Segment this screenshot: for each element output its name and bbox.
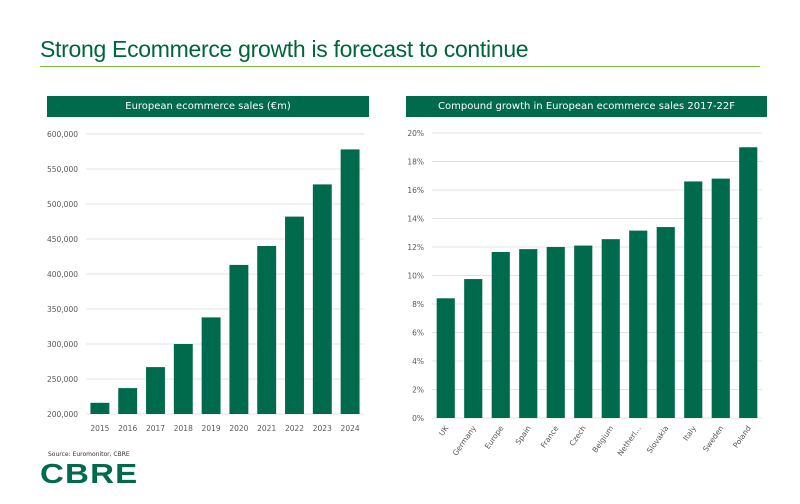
- x-tick-label: Europe: [483, 424, 506, 451]
- y-tick-label: 250,000: [47, 375, 78, 384]
- y-tick-label: 12%: [407, 243, 424, 252]
- bar-slovakia: [656, 227, 675, 418]
- y-tick-label: 18%: [407, 158, 424, 167]
- bar-belgium: [601, 239, 620, 418]
- bar-sweden: [711, 178, 730, 418]
- right-chart-title: Compound growth in European ecommerce sa…: [406, 96, 767, 117]
- y-tick-label: 16%: [407, 186, 424, 195]
- y-tick-label: 4%: [412, 357, 424, 366]
- x-tick-label: Italy: [681, 424, 698, 443]
- x-tick-label: 2022: [285, 424, 304, 433]
- page-title: Strong Ecommerce growth is forecast to c…: [40, 36, 529, 62]
- bar-europe: [491, 251, 510, 418]
- y-tick-label: 500,000: [47, 200, 78, 209]
- y-tick-label: 350,000: [47, 305, 78, 314]
- bar-2023: [312, 184, 332, 414]
- bar-2024: [340, 149, 360, 414]
- bar-2020: [229, 264, 249, 414]
- x-tick-label: Slovakia: [645, 424, 670, 455]
- y-tick-label: 10%: [407, 272, 424, 281]
- x-tick-label: 2021: [257, 424, 276, 433]
- y-tick-label: 8%: [412, 300, 424, 309]
- bar-2021: [257, 246, 277, 414]
- x-tick-label: Belgium: [590, 424, 615, 454]
- y-tick-label: 6%: [412, 329, 424, 338]
- y-tick-label: 550,000: [47, 165, 78, 174]
- x-tick-label: Netherl...: [616, 424, 643, 458]
- bar-france: [546, 247, 565, 418]
- y-tick-label: 200,000: [47, 410, 78, 419]
- bar-2018: [173, 344, 193, 414]
- y-tick-label: 2%: [412, 386, 424, 395]
- y-tick-label: 20%: [407, 129, 424, 138]
- y-tick-label: 14%: [407, 215, 424, 224]
- y-tick-label: 0%: [412, 414, 424, 423]
- x-tick-label: 2018: [174, 424, 193, 433]
- bar-2017: [146, 367, 165, 414]
- title-divider: [40, 66, 760, 67]
- y-tick-label: 400,000: [47, 270, 78, 279]
- y-tick-label: 450,000: [47, 235, 78, 244]
- bar-uk: [436, 298, 455, 418]
- y-tick-label: 600,000: [47, 130, 78, 139]
- left-chart-title: European ecommerce sales (€m): [47, 96, 369, 117]
- bar-2022: [285, 216, 304, 414]
- x-tick-label: 2015: [90, 424, 109, 433]
- x-tick-label: Poland: [731, 424, 753, 450]
- x-tick-label: Czech: [568, 424, 589, 448]
- source-note: Source: Euromonitor, CBRE: [48, 451, 130, 458]
- x-tick-label: Germany: [451, 424, 478, 458]
- x-tick-label: Spain: [513, 424, 533, 447]
- x-tick-label: Sweden: [701, 424, 726, 454]
- cbre-logo: CBRE: [40, 458, 139, 489]
- bar-netherl: [629, 230, 648, 418]
- x-tick-label: 2023: [313, 424, 332, 433]
- x-tick-label: UK: [437, 423, 451, 438]
- x-tick-label: 2016: [118, 424, 137, 433]
- x-tick-label: France: [539, 424, 561, 450]
- x-tick-label: 2017: [146, 424, 165, 433]
- bar-2016: [118, 388, 138, 414]
- bar-poland: [739, 147, 758, 418]
- bar-germany: [464, 279, 483, 418]
- x-tick-label: 2020: [229, 424, 248, 433]
- bar-czech: [574, 245, 593, 418]
- y-tick-label: 300,000: [47, 340, 78, 349]
- bar-spain: [519, 249, 538, 418]
- bar-italy: [684, 181, 703, 418]
- bar-2015: [90, 402, 110, 414]
- x-tick-label: 2019: [202, 424, 221, 433]
- bar-2019: [201, 317, 221, 414]
- x-tick-label: 2024: [341, 424, 360, 433]
